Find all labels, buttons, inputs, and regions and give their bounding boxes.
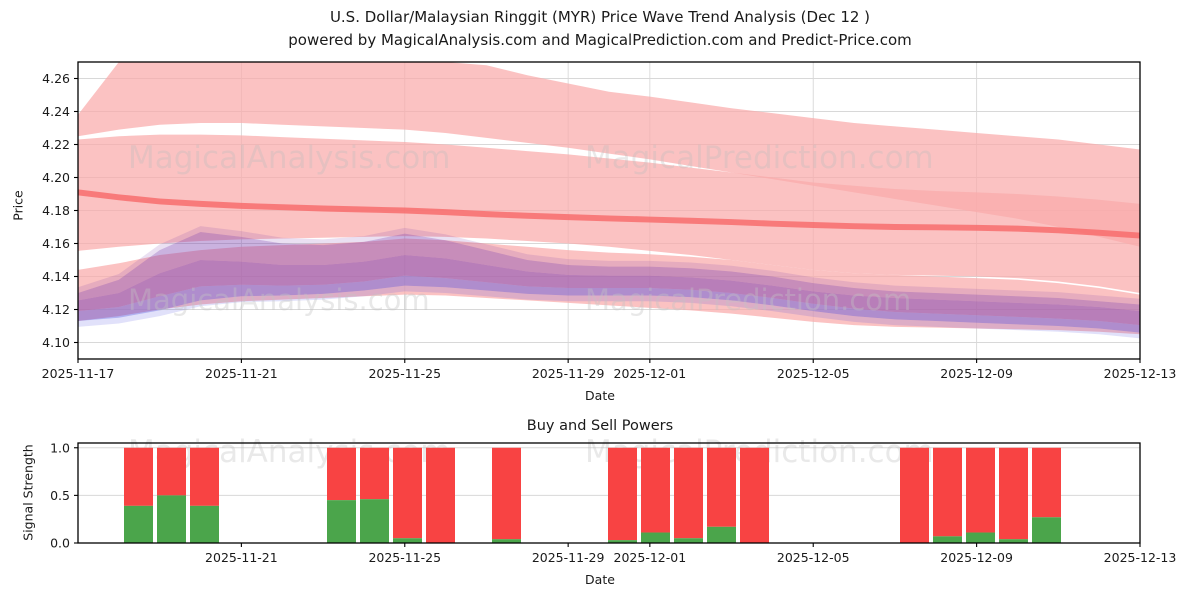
svg-text:2025-11-21: 2025-11-21: [205, 550, 278, 565]
svg-text:2025-12-13: 2025-12-13: [1104, 550, 1177, 565]
bar-group: [393, 447, 422, 543]
svg-text:0.0: 0.0: [50, 536, 70, 551]
svg-text:4.20: 4.20: [42, 170, 70, 185]
bar-group: [360, 447, 389, 543]
page-subtitle: powered by MagicalAnalysis.com and Magic…: [288, 31, 912, 49]
svg-text:1.0: 1.0: [50, 440, 70, 455]
bar-chart-title: Buy and Sell Powers: [526, 418, 674, 434]
svg-text:2025-12-09: 2025-12-09: [940, 366, 1013, 381]
bar-group: [641, 447, 670, 543]
bar-group: [966, 447, 995, 543]
bar-group: [327, 447, 356, 543]
bar-group: [1032, 447, 1061, 543]
svg-text:2025-12-05: 2025-12-05: [777, 366, 850, 381]
svg-text:2025-11-29: 2025-11-29: [532, 550, 605, 565]
svg-text:0.5: 0.5: [50, 488, 70, 503]
bar-chart-xaxis-label: Date: [585, 572, 615, 587]
bar-group: [674, 447, 703, 543]
svg-text:MagicalPrediction.com: MagicalPrediction.com: [585, 283, 911, 317]
svg-text:2025-12-13: 2025-12-13: [1104, 366, 1177, 381]
svg-text:MagicalAnalysis.com: MagicalAnalysis.com: [128, 283, 430, 317]
bar-group: [492, 447, 521, 543]
bar-group: [999, 447, 1028, 543]
bar-group: [124, 447, 153, 543]
bar-group: [740, 447, 769, 543]
svg-text:2025-12-09: 2025-12-09: [940, 550, 1013, 565]
bar-group: [157, 447, 186, 543]
svg-text:4.22: 4.22: [42, 137, 70, 152]
svg-text:4.10: 4.10: [42, 335, 70, 350]
svg-text:2025-11-21: 2025-11-21: [205, 366, 278, 381]
bar-group: [608, 447, 637, 543]
svg-text:2025-12-01: 2025-12-01: [614, 550, 687, 565]
svg-text:MagicalAnalysis.com: MagicalAnalysis.com: [128, 140, 450, 176]
svg-text:2025-11-25: 2025-11-25: [368, 366, 441, 381]
bar-group: [933, 447, 962, 543]
svg-text:4.16: 4.16: [42, 236, 70, 251]
svg-text:2025-11-25: 2025-11-25: [368, 550, 441, 565]
bar-group: [426, 447, 455, 543]
svg-text:2025-11-17: 2025-11-17: [42, 366, 115, 381]
svg-text:4.12: 4.12: [42, 302, 70, 317]
svg-text:4.24: 4.24: [42, 104, 70, 119]
bar-group: [707, 447, 736, 543]
svg-text:4.26: 4.26: [42, 71, 70, 86]
price-chart: MagicalAnalysis.com MagicalPrediction.com…: [42, 61, 1177, 381]
svg-text:2025-12-01: 2025-12-01: [614, 366, 687, 381]
svg-text:4.18: 4.18: [42, 203, 70, 218]
price-chart-xaxis-label: Date: [585, 388, 615, 403]
svg-text:2025-11-29: 2025-11-29: [532, 366, 605, 381]
bar-group: [190, 447, 219, 543]
page-title: U.S. Dollar/Malaysian Ringgit (MYR) Pric…: [329, 8, 871, 26]
bar-chart: MagicalAnalysis.comMagicalPrediction.com…: [50, 434, 1176, 565]
svg-text:2025-12-05: 2025-12-05: [777, 550, 850, 565]
bar-group: [900, 447, 929, 543]
svg-text:4.14: 4.14: [42, 269, 70, 284]
svg-text:MagicalPrediction.com: MagicalPrediction.com: [585, 140, 934, 176]
